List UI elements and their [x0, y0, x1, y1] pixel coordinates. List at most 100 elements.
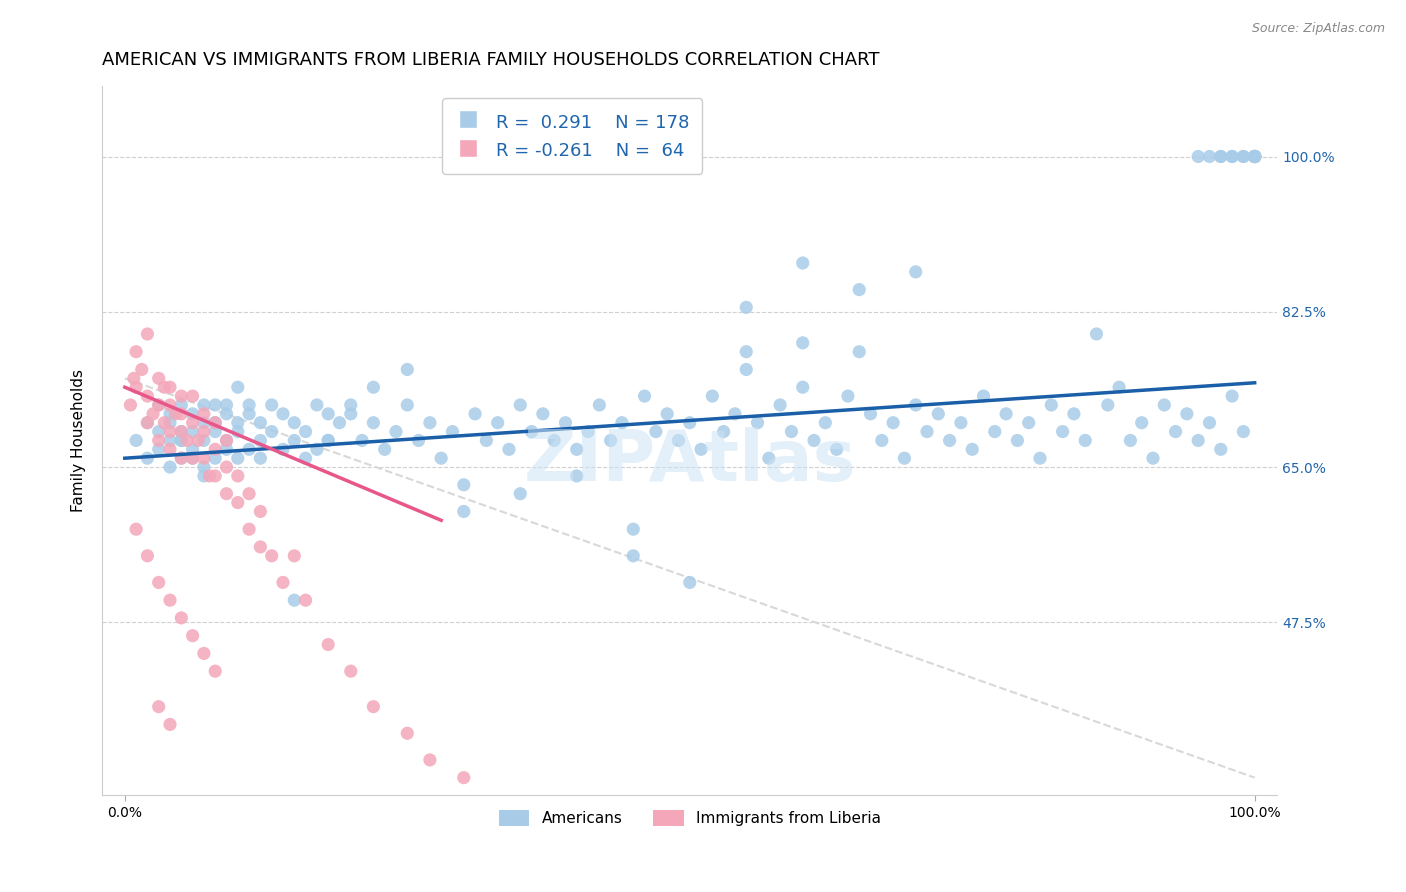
Point: [848, 283, 870, 297]
Point: [170, 398, 193, 412]
Point: [1243, 149, 1265, 163]
Point: [204, 398, 226, 412]
Point: [531, 407, 554, 421]
Point: [419, 416, 441, 430]
Point: [453, 504, 475, 518]
Point: [1018, 416, 1040, 430]
Point: [148, 398, 170, 412]
Point: [735, 344, 758, 359]
Point: [385, 425, 408, 439]
Point: [148, 398, 170, 412]
Point: [1220, 149, 1243, 163]
Point: [655, 407, 678, 421]
Point: [159, 416, 181, 430]
Point: [679, 575, 702, 590]
Point: [125, 434, 148, 448]
Point: [949, 416, 972, 430]
Point: [148, 442, 170, 457]
Point: [181, 451, 204, 466]
Point: [870, 434, 893, 448]
Point: [960, 442, 983, 457]
Point: [339, 407, 361, 421]
Point: [215, 486, 238, 500]
Point: [159, 407, 181, 421]
Point: [565, 469, 588, 483]
Point: [204, 425, 226, 439]
Point: [792, 256, 814, 270]
Point: [316, 407, 339, 421]
Point: [181, 451, 204, 466]
Point: [1243, 149, 1265, 163]
Point: [170, 434, 193, 448]
Point: [181, 416, 204, 430]
Point: [363, 699, 385, 714]
Point: [316, 434, 339, 448]
Point: [1119, 434, 1142, 448]
Point: [238, 522, 260, 536]
Point: [1130, 416, 1153, 430]
Point: [690, 442, 713, 457]
Point: [271, 407, 294, 421]
Point: [1164, 425, 1187, 439]
Point: [339, 664, 361, 678]
Point: [193, 647, 215, 661]
Point: [170, 407, 193, 421]
Point: [995, 407, 1018, 421]
Point: [486, 416, 509, 430]
Point: [1187, 149, 1209, 163]
Point: [136, 416, 159, 430]
Point: [1040, 398, 1063, 412]
Point: [204, 416, 226, 430]
Point: [1097, 398, 1119, 412]
Point: [1007, 434, 1029, 448]
Point: [204, 442, 226, 457]
Point: [170, 611, 193, 625]
Point: [159, 380, 181, 394]
Point: [792, 335, 814, 350]
Point: [170, 451, 193, 466]
Point: [120, 398, 142, 412]
Point: [181, 389, 204, 403]
Point: [1198, 149, 1220, 163]
Point: [1175, 407, 1198, 421]
Point: [193, 425, 215, 439]
Point: [249, 416, 271, 430]
Point: [215, 407, 238, 421]
Point: [153, 416, 176, 430]
Point: [352, 434, 374, 448]
Point: [226, 425, 249, 439]
Point: [633, 389, 655, 403]
Point: [396, 362, 419, 376]
Point: [226, 380, 249, 394]
Point: [148, 434, 170, 448]
Point: [498, 442, 520, 457]
Point: [294, 593, 316, 607]
Point: [215, 460, 238, 475]
Point: [125, 522, 148, 536]
Point: [509, 486, 531, 500]
Point: [1209, 149, 1232, 163]
Point: [644, 425, 666, 439]
Point: [363, 380, 385, 394]
Point: [396, 398, 419, 412]
Point: [825, 442, 848, 457]
Point: [1153, 398, 1175, 412]
Point: [226, 469, 249, 483]
Point: [215, 398, 238, 412]
Point: [837, 389, 859, 403]
Point: [271, 442, 294, 457]
Point: [464, 407, 486, 421]
Point: [565, 442, 588, 457]
Point: [430, 451, 453, 466]
Point: [339, 398, 361, 412]
Point: [170, 425, 193, 439]
Point: [453, 478, 475, 492]
Point: [702, 389, 724, 403]
Point: [193, 469, 215, 483]
Point: [136, 389, 159, 403]
Point: [588, 398, 610, 412]
Point: [305, 398, 328, 412]
Point: [181, 425, 204, 439]
Point: [249, 451, 271, 466]
Point: [1198, 416, 1220, 430]
